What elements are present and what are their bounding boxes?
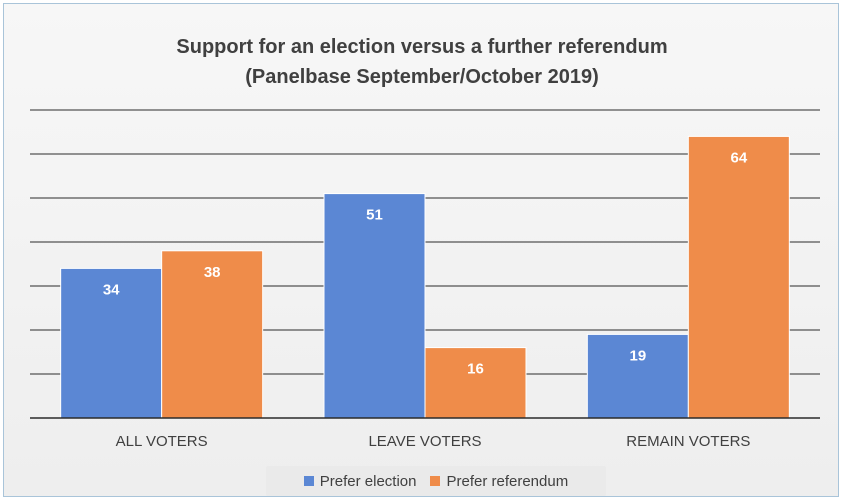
legend-item-referendum: Prefer referendum [430, 473, 568, 490]
bar-election-1 [323, 193, 426, 419]
legend-item-election: Prefer election [303, 472, 417, 490]
bar-referendum-0 [161, 250, 264, 419]
data-label: 51 [366, 207, 383, 224]
data-label: 34 [103, 281, 120, 298]
legend-swatch-referendum [430, 476, 441, 486]
category-label: ALL VOTERS [116, 433, 208, 450]
chart-frame: Support for an election versus a further… [3, 3, 839, 497]
data-label: 19 [629, 347, 646, 364]
bar-election-2 [586, 333, 689, 419]
category-label: LEAVE VOTERS [368, 433, 481, 450]
data-label: 64 [730, 149, 747, 166]
chart-subtitle: (Panelbase September/October 2019) [245, 66, 599, 88]
bar-referendum-2 [687, 135, 790, 419]
legend-label-referendum: Prefer referendum [446, 472, 569, 490]
chart-title: Support for an election versus a further… [176, 36, 668, 58]
data-label: 16 [467, 361, 484, 378]
chart-title-block: Support for an election versus a further… [4, 32, 840, 92]
legend-label-election: Prefer election [319, 472, 417, 490]
legend: Prefer election Prefer referendum [266, 466, 606, 496]
legend-swatch-election [303, 476, 314, 486]
bar-chart: 34 38 ALL VOTERS 51 16 LEAVE VOTERS 19 64 REMAIN… [30, 109, 820, 450]
category-label: REMAIN VOTERS [626, 433, 750, 450]
data-label: 38 [204, 264, 221, 281]
bar-referendum-1 [424, 347, 527, 419]
